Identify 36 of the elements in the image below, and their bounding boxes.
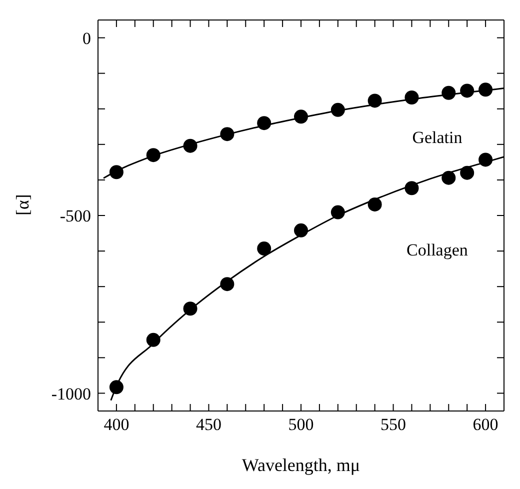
point — [404, 90, 419, 104]
point — [330, 102, 345, 117]
y-tick-label: -500 — [60, 206, 91, 226]
x-axis-title: Wavelength, mμ — [242, 455, 360, 475]
x-tick-label: 500 — [288, 415, 314, 434]
point — [109, 165, 124, 180]
point — [220, 277, 234, 292]
point — [460, 166, 474, 180]
y-axis-title: [α] — [12, 194, 32, 216]
y-tick-label: -1000 — [51, 384, 91, 404]
point — [294, 110, 308, 124]
x-tick-label: 600 — [472, 415, 498, 434]
point — [183, 138, 198, 153]
point — [183, 302, 198, 316]
point — [368, 197, 382, 212]
point — [478, 152, 493, 167]
point — [404, 181, 419, 196]
point — [257, 116, 272, 130]
point — [442, 86, 456, 100]
point — [109, 380, 124, 394]
x-tick-label: 400 — [104, 415, 130, 434]
point — [460, 84, 474, 98]
point — [368, 94, 382, 108]
point — [220, 127, 234, 142]
x-tick-label: 450 — [196, 415, 222, 434]
point — [146, 332, 160, 347]
point — [330, 205, 345, 220]
x-tick-label: 550 — [380, 415, 406, 434]
legend-label: Collagen — [406, 240, 468, 260]
point — [257, 242, 272, 256]
point — [146, 148, 160, 162]
y-tick-label: 0 — [82, 28, 91, 48]
legend-label: Gelatin — [412, 128, 463, 147]
point — [478, 82, 493, 97]
point — [294, 223, 308, 238]
point — [442, 170, 456, 185]
